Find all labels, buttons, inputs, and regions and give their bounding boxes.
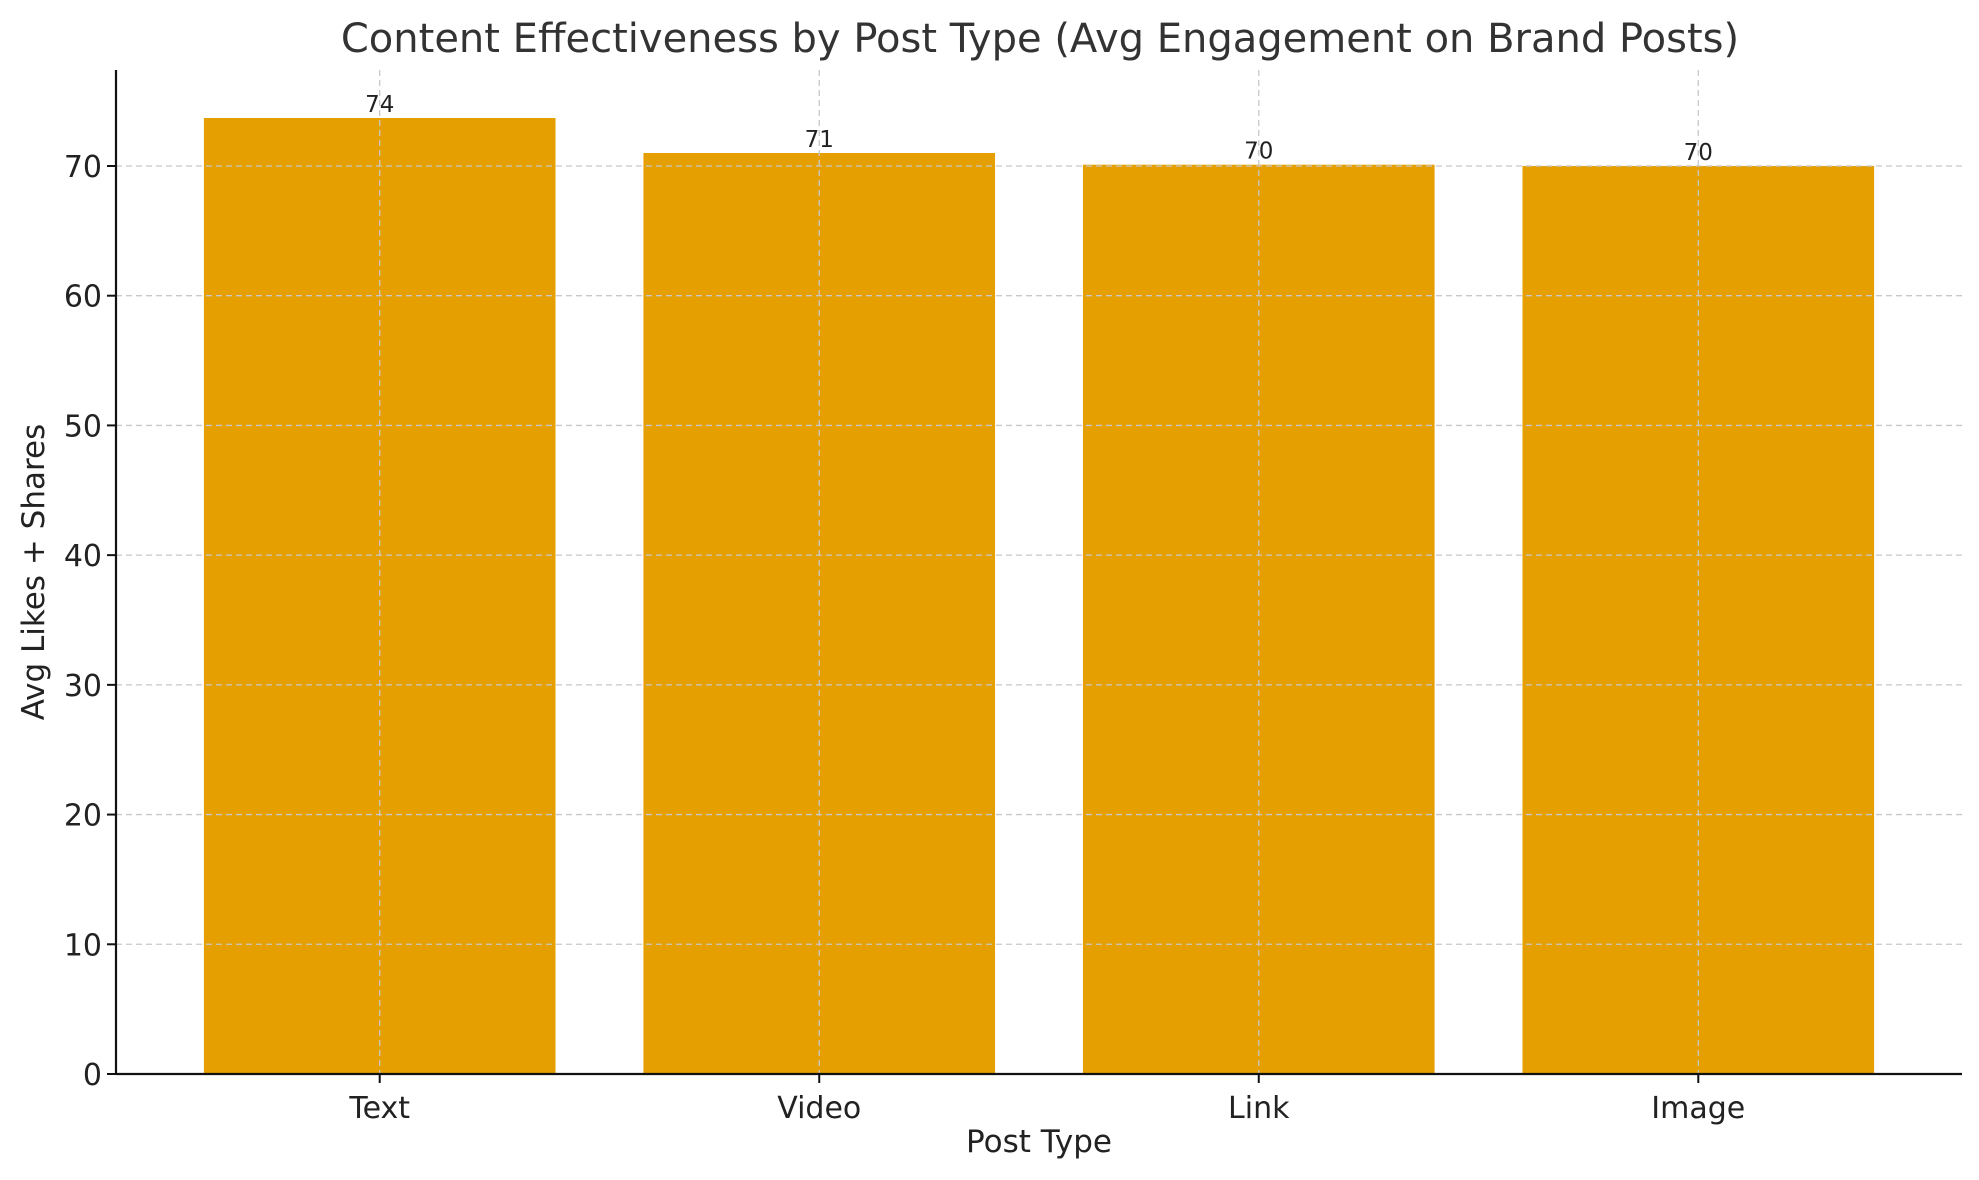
y-axis-label: Avg Likes + Shares <box>16 424 52 721</box>
y-tick-label: 20 <box>64 799 102 834</box>
x-tick-label: Video <box>777 1091 861 1126</box>
y-tick-label: 50 <box>64 409 102 444</box>
chart-title: Content Effectiveness by Post Type (Avg … <box>341 16 1739 62</box>
y-tick-label: 70 <box>64 150 102 185</box>
y-tick-label: 60 <box>64 280 102 315</box>
axes <box>114 70 1962 1076</box>
y-axis-ticks: 0 10 20 30 40 50 60 70 <box>64 150 116 1093</box>
x-tick-label: Text <box>348 1091 410 1126</box>
value-label: 71 <box>805 127 834 153</box>
x-axis-ticks: Text Video Link Image <box>348 1074 1745 1126</box>
grid-lines <box>116 70 1962 1074</box>
y-tick-label: 10 <box>64 928 102 963</box>
y-tick-label: 0 <box>83 1058 102 1093</box>
x-tick-label: Link <box>1228 1091 1290 1126</box>
bars <box>203 117 1875 1075</box>
y-tick-label: 30 <box>64 669 102 704</box>
value-label: 70 <box>1244 139 1273 165</box>
x-tick-label: Image <box>1651 1091 1745 1126</box>
value-label: 70 <box>1684 140 1713 166</box>
y-tick-label: 40 <box>64 539 102 574</box>
value-labels: 74 71 70 70 <box>365 92 1713 166</box>
x-axis-label: Post Type <box>966 1124 1112 1160</box>
value-label: 74 <box>365 92 394 118</box>
